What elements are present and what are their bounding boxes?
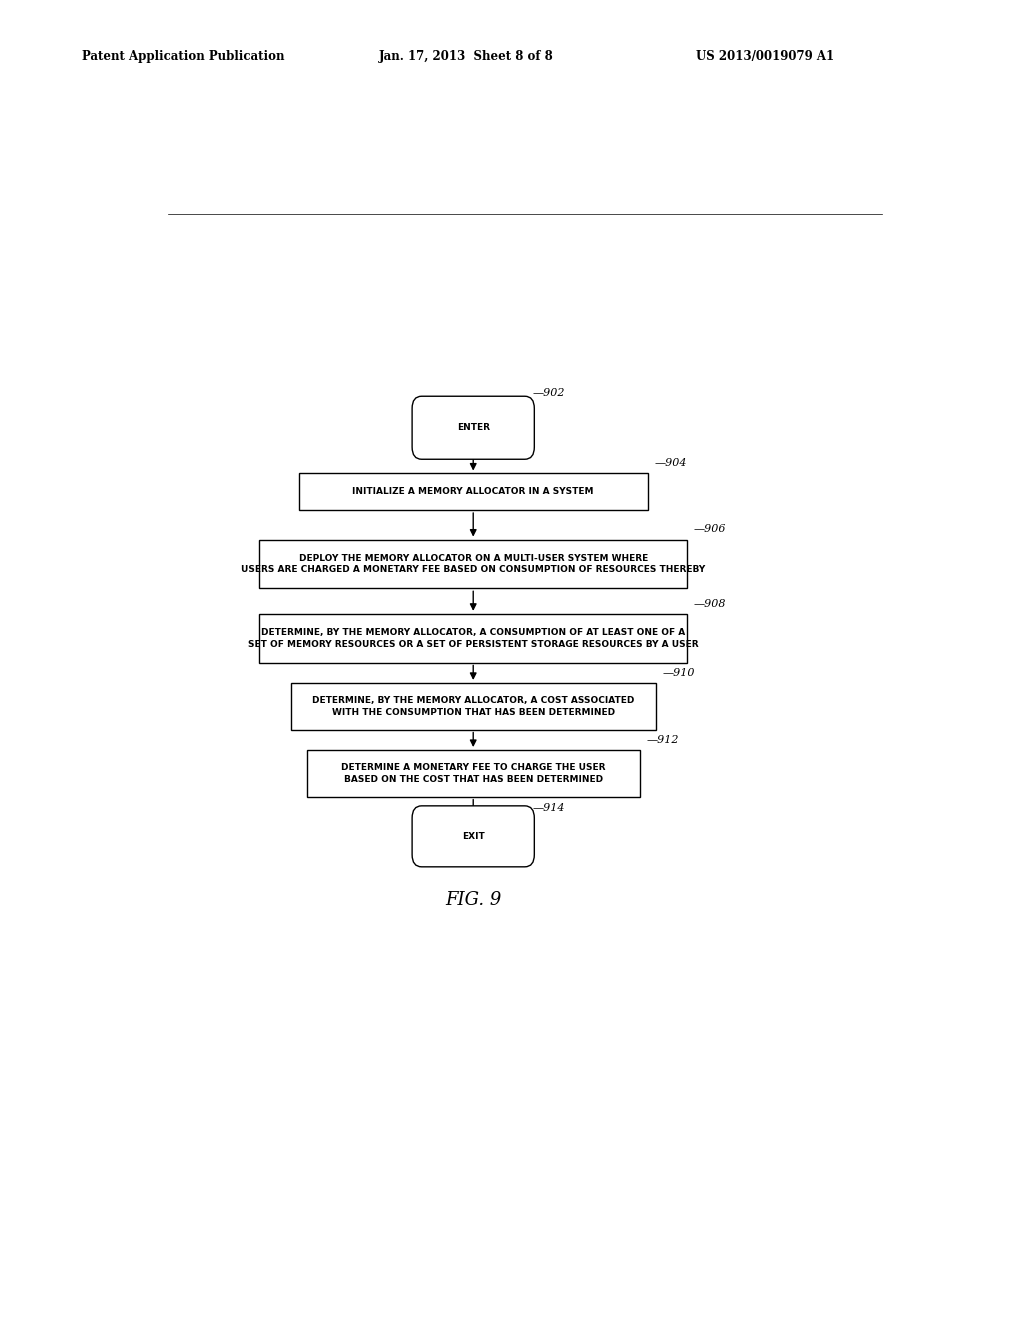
Bar xyxy=(259,540,687,589)
Bar xyxy=(259,614,687,663)
FancyBboxPatch shape xyxy=(412,805,535,867)
Text: INITIALIZE A MEMORY ALLOCATOR IN A SYSTEM: INITIALIZE A MEMORY ALLOCATOR IN A SYSTE… xyxy=(352,487,594,496)
Text: US 2013/0019079 A1: US 2013/0019079 A1 xyxy=(696,50,835,63)
Text: DETERMINE, BY THE MEMORY ALLOCATOR, A COST ASSOCIATED
WITH THE CONSUMPTION THAT : DETERMINE, BY THE MEMORY ALLOCATOR, A CO… xyxy=(312,696,635,717)
Text: —902: —902 xyxy=(532,388,565,399)
Text: —910: —910 xyxy=(663,668,694,677)
FancyBboxPatch shape xyxy=(412,396,535,459)
Text: DETERMINE A MONETARY FEE TO CHARGE THE USER
BASED ON THE COST THAT HAS BEEN DETE: DETERMINE A MONETARY FEE TO CHARGE THE U… xyxy=(341,763,605,784)
Bar xyxy=(291,682,655,730)
Text: EXIT: EXIT xyxy=(462,832,484,841)
Text: —914: —914 xyxy=(532,803,565,813)
Text: —908: —908 xyxy=(694,599,726,609)
Text: DEPLOY THE MEMORY ALLOCATOR ON A MULTI-USER SYSTEM WHERE
USERS ARE CHARGED A MON: DEPLOY THE MEMORY ALLOCATOR ON A MULTI-U… xyxy=(241,553,706,574)
Bar xyxy=(306,750,640,797)
Text: Patent Application Publication: Patent Application Publication xyxy=(82,50,285,63)
Text: ENTER: ENTER xyxy=(457,424,489,432)
Text: —912: —912 xyxy=(646,735,679,744)
Text: DETERMINE, BY THE MEMORY ALLOCATOR, A CONSUMPTION OF AT LEAST ONE OF A
SET OF ME: DETERMINE, BY THE MEMORY ALLOCATOR, A CO… xyxy=(248,628,698,648)
Text: —904: —904 xyxy=(654,458,687,469)
Text: —906: —906 xyxy=(694,524,726,535)
Bar xyxy=(299,474,648,510)
Text: Jan. 17, 2013  Sheet 8 of 8: Jan. 17, 2013 Sheet 8 of 8 xyxy=(379,50,554,63)
Text: FIG. 9: FIG. 9 xyxy=(445,891,502,909)
